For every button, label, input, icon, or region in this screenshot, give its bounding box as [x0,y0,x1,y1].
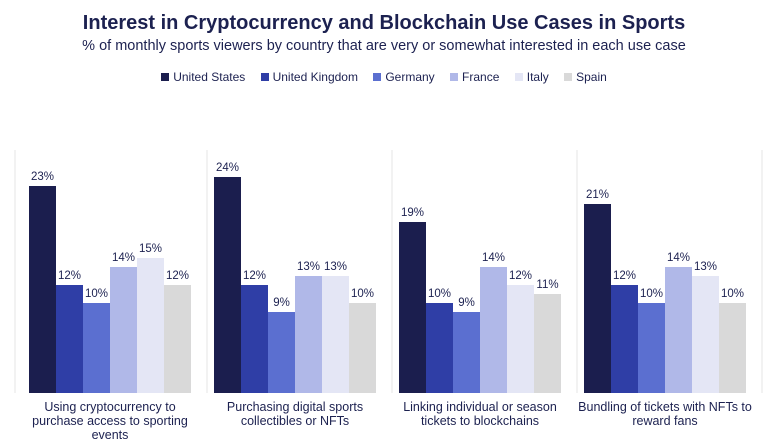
data-label-digital-collectibles-nfts-france: 13% [297,261,320,273]
data-label-tickets-blockchains-germany: 9% [458,297,475,309]
data-label-digital-collectibles-nfts-germany: 9% [273,297,290,309]
category-label-crypto-purchase-access: Using cryptocurrency to purchase access … [32,400,188,442]
data-label-digital-collectibles-nfts-united-kingdom: 12% [243,270,266,282]
legend-label-spain: Spain [576,70,607,84]
data-label-tickets-blockchains-italy: 12% [509,270,532,282]
legend-swatch-france [450,73,459,81]
legend-item-italy: Italy [514,70,549,84]
legend-label-united-kingdom: United Kingdom [272,70,358,84]
legend-item-united-states: United States [161,70,245,84]
data-label-crypto-purchase-access-spain: 12% [166,270,189,282]
bar-tickets-nfts-reward-united-kingdom [611,285,638,393]
bar-digital-collectibles-nfts-spain [349,303,376,393]
bar-tickets-blockchains-germany [453,312,480,393]
legend-label-germany: Germany [385,70,435,84]
category-label-tickets-nfts-reward: Bundling of tickets with NFTs to reward … [578,400,752,428]
bar-digital-collectibles-nfts-united-kingdom [241,285,268,393]
bar-crypto-purchase-access-united-states [29,186,56,393]
data-label-crypto-purchase-access-united-states: 23% [31,171,54,183]
legend-label-united-states: United States [173,70,246,84]
bar-tickets-nfts-reward-france [665,267,692,393]
data-label-digital-collectibles-nfts-spain: 10% [351,288,374,300]
legend-item-france: France [450,70,499,84]
bar-tickets-blockchains-spain [534,294,561,393]
legend-label-italy: Italy [526,70,549,84]
bar-digital-collectibles-nfts-italy [322,276,349,393]
category-label-digital-collectibles-nfts: Purchasing digital sports collectibles o… [226,400,364,428]
bar-chart: 23% 12% 10% 14% 15% 12% 24% 12% 9% 13% 13% 10% 19% 10… [14,150,763,393]
bar-tickets-blockchains-italy [507,285,534,393]
data-label-tickets-nfts-reward-united-kingdom: 12% [613,270,636,282]
bar-crypto-purchase-access-united-kingdom [56,285,83,393]
data-label-crypto-purchase-access-france: 14% [112,252,135,264]
data-label-tickets-blockchains-united-states: 19% [401,207,424,219]
data-label-tickets-blockchains-spain: 11% [536,279,558,291]
bar-tickets-nfts-reward-spain [719,303,746,393]
data-label-tickets-blockchains-united-kingdom: 10% [428,288,451,300]
bar-digital-collectibles-nfts-germany [268,312,295,393]
bar-tickets-blockchains-united-kingdom [426,303,453,393]
bar-tickets-nfts-reward-italy [692,276,719,393]
bar-crypto-purchase-access-spain [164,285,191,393]
bar-crypto-purchase-access-germany [83,303,110,393]
bar-crypto-purchase-access-italy [137,258,164,393]
legend-swatch-spain [564,73,573,81]
data-label-digital-collectibles-nfts-italy: 13% [324,261,347,273]
legend: United States United Kingdom Germany Fra… [0,70,768,84]
legend-swatch-united-kingdom [260,73,269,81]
bar-digital-collectibles-nfts-united-states [214,177,241,393]
bar-tickets-blockchains-united-states [399,222,426,393]
data-label-tickets-nfts-reward-united-states: 21% [586,189,609,201]
bar-tickets-blockchains-france [480,267,507,393]
data-label-tickets-nfts-reward-germany: 10% [640,288,663,300]
legend-swatch-germany [373,73,382,81]
legend-swatch-united-states [161,73,170,81]
data-label-crypto-purchase-access-italy: 15% [139,243,162,255]
legend-item-spain: Spain [564,70,607,84]
data-label-tickets-nfts-reward-italy: 13% [694,261,717,273]
legend-item-united-kingdom: United Kingdom [260,70,358,84]
bar-tickets-nfts-reward-germany [638,303,665,393]
bar-crypto-purchase-access-france [110,267,137,393]
data-label-crypto-purchase-access-united-kingdom: 12% [58,270,81,282]
data-label-tickets-blockchains-france: 14% [482,252,505,264]
legend-swatch-italy [514,73,523,81]
chart-title: Interest in Cryptocurrency and Blockchai… [82,12,686,34]
chart-subtitle: % of monthly sports viewers by country t… [82,38,686,54]
category-label-tickets-blockchains: Linking individual or season tickets to … [403,400,557,428]
data-label-crypto-purchase-access-germany: 10% [85,288,108,300]
bar-digital-collectibles-nfts-france [295,276,322,393]
data-label-digital-collectibles-nfts-united-states: 24% [216,162,239,174]
data-label-tickets-nfts-reward-spain: 10% [721,288,744,300]
bar-tickets-nfts-reward-united-states [584,204,611,393]
legend-label-france: France [462,70,500,84]
data-label-tickets-nfts-reward-france: 14% [667,252,690,264]
legend-item-germany: Germany [373,70,435,84]
